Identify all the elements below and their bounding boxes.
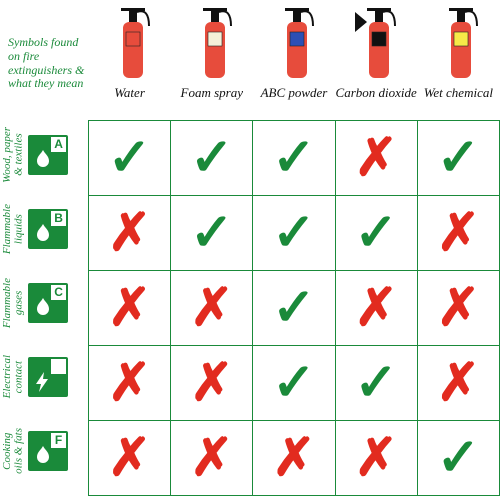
ext-label: Carbon dioxide (336, 86, 417, 100)
header-row: Water Foam spray ABC powder Carbon dioxi… (89, 0, 500, 121)
fire-class-icon: F (28, 431, 68, 471)
mark: ✗ (272, 429, 316, 487)
ext-label: Foam spray (181, 86, 243, 100)
caption: Symbols found on fire extinguishers & wh… (8, 36, 86, 91)
ext-label: ABC powder (261, 86, 328, 100)
mark: ✗ (190, 429, 234, 487)
table-row: ✗ ✗ ✗ ✗ ✓ (89, 421, 500, 496)
mark: ✓ (437, 429, 481, 487)
extinguisher-icon (353, 2, 399, 82)
fire-class-icon: A (28, 135, 68, 175)
mark: ✓ (108, 129, 152, 187)
table-row: ✗ ✗ ✓ ✗ ✗ (89, 271, 500, 346)
row-label-text: Wood, paper & textiles (2, 127, 25, 183)
table-row: ✗ ✗ ✓ ✓ ✗ (89, 346, 500, 421)
mark: ✗ (190, 279, 234, 337)
ext-col-2: ABC powder (253, 2, 335, 100)
fire-class-icon (28, 357, 68, 397)
mark: ✗ (108, 204, 152, 262)
row-label-text: Flammable liquids (2, 204, 25, 254)
mark: ✗ (108, 429, 152, 487)
extinguisher-icon (435, 2, 481, 82)
row-label-2: Flammable gasesC (0, 266, 88, 340)
mark: ✓ (272, 354, 316, 412)
fire-class-icon: B (28, 209, 68, 249)
ext-col-0: Water (89, 2, 171, 100)
row-label-text: Flammable gases (2, 278, 25, 328)
ext-col-3: Carbon dioxide (335, 2, 417, 100)
mark: ✓ (272, 204, 316, 262)
row-labels: Wood, paper & textilesA Flammable liquid… (0, 118, 88, 488)
ext-label: Wet chemical (424, 86, 493, 100)
mark: ✗ (354, 429, 398, 487)
mark: ✗ (190, 354, 234, 412)
ext-label: Water (114, 86, 145, 100)
table-row: ✗ ✓ ✓ ✓ ✗ (89, 196, 500, 271)
mark: ✓ (190, 129, 234, 187)
ext-col-1: Foam spray (171, 2, 253, 100)
row-label-3: Electrical contact (0, 340, 88, 414)
table-row: ✓ ✓ ✓ ✗ ✓ (89, 121, 500, 196)
extinguisher-icon (189, 2, 235, 82)
row-label-text: Cooking oils & fats (2, 428, 25, 474)
mark: ✓ (437, 129, 481, 187)
mark: ✓ (272, 279, 316, 337)
extinguisher-icon (107, 2, 153, 82)
row-label-0: Wood, paper & textilesA (0, 118, 88, 192)
ext-col-4: Wet chemical (417, 2, 499, 100)
mark: ✓ (190, 204, 234, 262)
compatibility-table: Water Foam spray ABC powder Carbon dioxi… (88, 0, 500, 496)
row-label-4: Cooking oils & fatsF (0, 414, 88, 488)
row-label-1: Flammable liquidsB (0, 192, 88, 266)
mark: ✓ (354, 354, 398, 412)
mark: ✗ (354, 279, 398, 337)
mark: ✗ (437, 204, 481, 262)
mark: ✓ (354, 204, 398, 262)
mark: ✗ (108, 354, 152, 412)
mark: ✗ (108, 279, 152, 337)
row-label-text: Electrical contact (2, 355, 25, 398)
fire-class-icon: C (28, 283, 68, 323)
mark: ✗ (437, 354, 481, 412)
mark: ✓ (272, 129, 316, 187)
mark: ✗ (354, 129, 398, 187)
extinguisher-icon (271, 2, 317, 82)
mark: ✗ (437, 279, 481, 337)
